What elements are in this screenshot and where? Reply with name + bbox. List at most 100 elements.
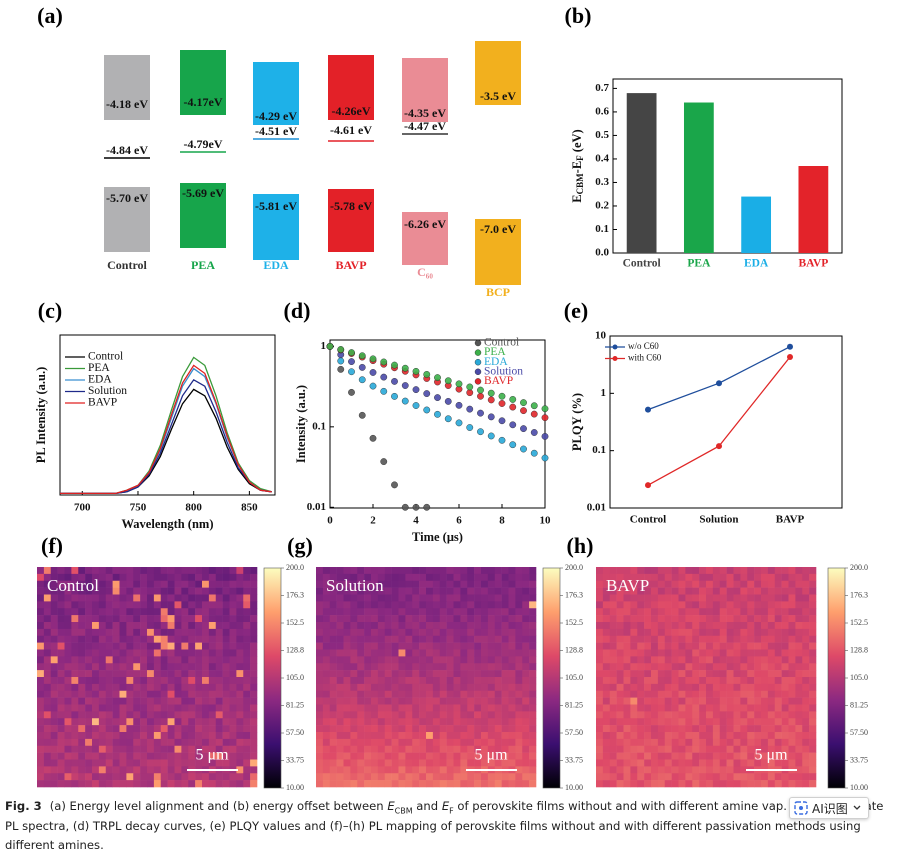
pl-pixel bbox=[188, 697, 196, 705]
pl-pixel bbox=[596, 752, 604, 760]
point bbox=[466, 389, 474, 397]
ai-recognize-button[interactable]: AI识图 bbox=[789, 797, 869, 819]
pl-pixel bbox=[747, 773, 755, 781]
pl-pixel bbox=[202, 615, 210, 623]
pl-pixel bbox=[487, 773, 496, 781]
pl-pixel bbox=[364, 615, 372, 623]
point bbox=[716, 380, 722, 387]
pl-pixel bbox=[596, 745, 604, 753]
pl-pixel bbox=[678, 697, 686, 705]
pl-pixel bbox=[761, 628, 769, 637]
pl-pixel bbox=[133, 601, 141, 609]
pl-pixel bbox=[747, 704, 755, 712]
pl-pixel bbox=[671, 718, 679, 726]
pl-pixel bbox=[795, 766, 803, 774]
pl-pixel bbox=[371, 594, 379, 602]
pl-pixel bbox=[160, 773, 168, 781]
pl-pixel bbox=[767, 580, 776, 588]
pl-pixel bbox=[112, 656, 120, 664]
pl-pixel bbox=[377, 718, 386, 726]
pl-pixel bbox=[671, 580, 679, 588]
pl-pixel bbox=[630, 704, 638, 712]
pl-pixel bbox=[147, 656, 155, 664]
pl-pixel bbox=[43, 759, 52, 767]
pl-pixel bbox=[167, 587, 175, 595]
pl-pixel bbox=[98, 766, 107, 774]
pl-pixel bbox=[222, 677, 230, 685]
pl-pixel bbox=[343, 635, 351, 643]
pl-pixel bbox=[398, 690, 406, 698]
pl-pixel bbox=[802, 608, 810, 616]
pl-pixel bbox=[761, 780, 769, 788]
pl-pixel bbox=[57, 601, 65, 609]
pl-pixel bbox=[98, 745, 107, 753]
pl-pixel bbox=[364, 732, 372, 740]
pl-pixel bbox=[350, 690, 358, 698]
pl-pixel bbox=[336, 573, 344, 582]
pl-pixel bbox=[467, 573, 475, 582]
pl-pixel bbox=[412, 615, 420, 623]
pl-pixel bbox=[630, 677, 638, 685]
pl-pixel bbox=[685, 622, 693, 630]
pl-pixel bbox=[788, 690, 796, 698]
pl-pixel bbox=[602, 567, 611, 575]
pl-pixel bbox=[726, 690, 734, 698]
pl-pixel bbox=[474, 690, 482, 698]
pl-pixel bbox=[706, 635, 714, 643]
pl-pixel bbox=[602, 601, 611, 609]
pl-pixel bbox=[167, 642, 175, 650]
pl-pixel bbox=[85, 649, 93, 657]
pl-pixel bbox=[167, 594, 175, 602]
pl-pixel bbox=[501, 642, 509, 650]
pl-pixel bbox=[153, 697, 162, 705]
pl-pixel bbox=[501, 759, 509, 767]
pl-pixel bbox=[795, 628, 803, 637]
pl-pixel bbox=[487, 567, 496, 575]
pl-pixel bbox=[426, 697, 434, 705]
pl-pixel bbox=[439, 635, 447, 643]
pl-pixel bbox=[357, 587, 365, 595]
pl-pixel bbox=[767, 759, 776, 767]
pl-pixel bbox=[609, 745, 617, 753]
pl-pixel bbox=[501, 725, 509, 733]
pl-pixel bbox=[678, 780, 686, 788]
pl-pixel bbox=[630, 711, 638, 719]
pl-pixel bbox=[398, 594, 406, 602]
pl-pixel bbox=[699, 683, 707, 692]
cbm-label: -4.17eV bbox=[184, 95, 223, 109]
pl-pixel bbox=[364, 642, 372, 650]
pl-pixel bbox=[426, 608, 434, 616]
pl-pixel bbox=[733, 677, 741, 685]
pl-pixel bbox=[795, 718, 803, 726]
pl-pixel bbox=[754, 601, 762, 609]
pl-pixel bbox=[671, 766, 679, 774]
pl-pixel bbox=[250, 573, 258, 582]
pl-pixel bbox=[167, 732, 175, 740]
pl-pixel bbox=[322, 622, 331, 630]
pl-pixel bbox=[460, 732, 468, 740]
fermi-label: -4.61 eV bbox=[330, 123, 372, 137]
pl-pixel bbox=[167, 580, 175, 588]
y-tick-label: 0.6 bbox=[595, 105, 609, 117]
pl-pixel bbox=[460, 697, 468, 705]
pl-pixel bbox=[133, 608, 141, 616]
pl-pixel bbox=[795, 670, 803, 678]
pl-pixel bbox=[71, 615, 79, 623]
pl-pixel bbox=[795, 587, 803, 595]
pl-pixel bbox=[522, 725, 530, 733]
pl-pixel bbox=[685, 759, 693, 767]
pl-pixel bbox=[774, 718, 782, 726]
pl-pixel bbox=[181, 759, 189, 767]
pl-pixel bbox=[133, 573, 141, 582]
pl-pixel bbox=[487, 752, 496, 760]
series-line bbox=[647, 356, 791, 486]
pl-pixel bbox=[236, 725, 244, 733]
pl-pixel bbox=[160, 690, 168, 698]
pl-pixel bbox=[637, 745, 645, 753]
pl-pixel bbox=[202, 608, 210, 616]
pl-pixel bbox=[692, 745, 700, 753]
pl-pixel bbox=[671, 628, 679, 637]
pl-pixel bbox=[92, 622, 100, 630]
pl-pixel bbox=[426, 573, 434, 582]
colorbar-tick-label: 57.50 bbox=[850, 728, 868, 737]
